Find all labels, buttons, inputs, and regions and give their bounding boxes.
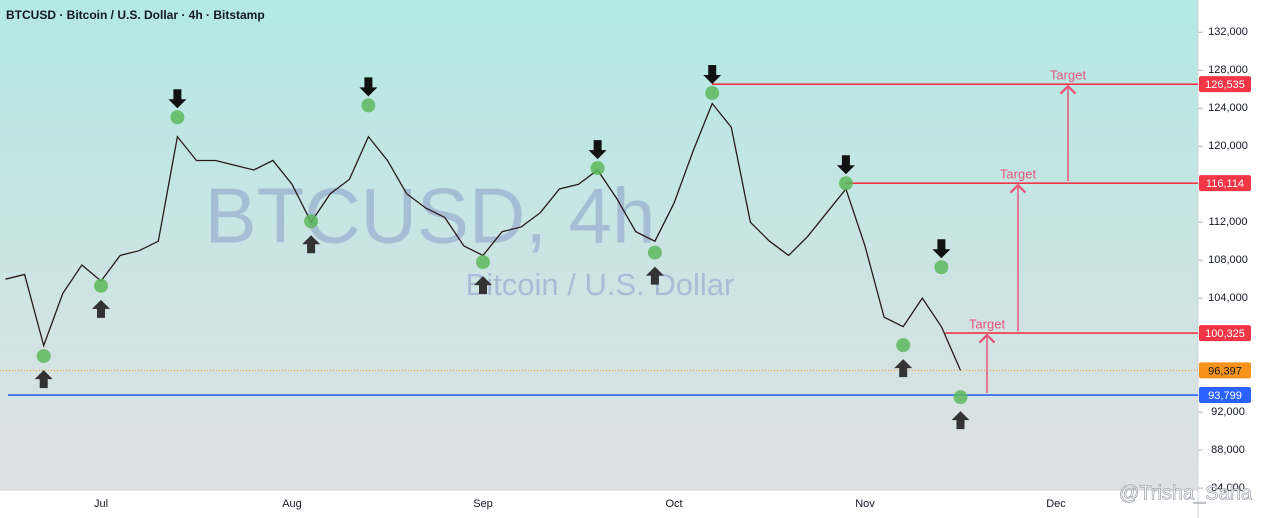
up-arrow <box>92 299 110 318</box>
down-arrow <box>932 239 951 259</box>
pivot-low <box>647 245 662 260</box>
up-arrow <box>34 370 53 389</box>
y-tick-label: 104,000 <box>1208 292 1248 304</box>
plot-background <box>0 0 1198 490</box>
x-tick-label: Oct <box>665 498 682 510</box>
up-arrow <box>302 235 321 254</box>
y-tick-label: 124,000 <box>1208 102 1248 114</box>
level-label: 116,114 <box>1206 178 1244 190</box>
level-tag <box>1199 362 1251 379</box>
y-tick-label: 120,000 <box>1208 140 1248 152</box>
up-arrow <box>645 266 664 285</box>
y-tick-label: 112,000 <box>1209 216 1248 228</box>
pivot-low <box>476 255 490 270</box>
watermark-subtitle: Bitcoin / U.S. Dollar <box>466 267 735 302</box>
level-label: 93,799 <box>1208 390 1242 402</box>
pivot-high <box>361 98 376 113</box>
chart-title: BTCUSD · Bitcoin / U.S. Dollar · 4h · Bi… <box>6 8 265 22</box>
y-tick-label: 132,000 <box>1208 26 1248 38</box>
down-arrow <box>588 140 607 160</box>
up-arrow <box>894 359 913 378</box>
pivot-high <box>170 110 185 125</box>
level-label: 96,397 <box>1208 365 1242 377</box>
pivot-high <box>590 161 605 176</box>
pivot-low <box>953 390 968 405</box>
level-tag <box>1199 76 1251 93</box>
level-label: 126,535 <box>1205 79 1245 91</box>
down-arrow <box>168 89 187 109</box>
target-label: Target <box>969 317 1006 332</box>
up-arrow <box>951 411 970 430</box>
pivot-low <box>94 278 108 293</box>
x-axis-background <box>0 490 1198 518</box>
y-tick-label: 88,000 <box>1211 444 1245 456</box>
x-tick-label: Aug <box>282 498 302 510</box>
pivot-low <box>304 214 319 229</box>
x-tick-label: Dec <box>1046 498 1066 510</box>
pivot-low <box>36 349 51 364</box>
pivot-low <box>896 338 911 353</box>
x-tick-label: Jul <box>94 498 108 510</box>
y-tick-label: 84,000 <box>1211 482 1245 494</box>
y-tick-label: 92,000 <box>1211 406 1245 418</box>
x-tick-label: Sep <box>473 498 493 510</box>
x-tick-label: Nov <box>855 498 875 510</box>
pivot-high <box>934 260 949 275</box>
credit: @Trisha_Saha <box>1119 482 1253 504</box>
down-arrow <box>359 77 378 97</box>
level-tag <box>1199 325 1251 342</box>
target-label: Target <box>1050 68 1087 83</box>
level-tag <box>1199 387 1251 404</box>
y-tick-label: 128,000 <box>1208 64 1248 76</box>
watermark: BTCUSD, 4h <box>205 172 656 260</box>
down-arrow <box>703 65 722 85</box>
pivot-high <box>705 86 720 101</box>
y-tick-label: 108,000 <box>1208 254 1248 266</box>
up-arrow <box>474 276 492 295</box>
down-arrow <box>836 155 855 175</box>
level-label: 100,325 <box>1205 328 1245 340</box>
target-label: Target <box>1000 167 1037 182</box>
pivot-high <box>838 176 853 191</box>
level-tag <box>1199 175 1251 192</box>
